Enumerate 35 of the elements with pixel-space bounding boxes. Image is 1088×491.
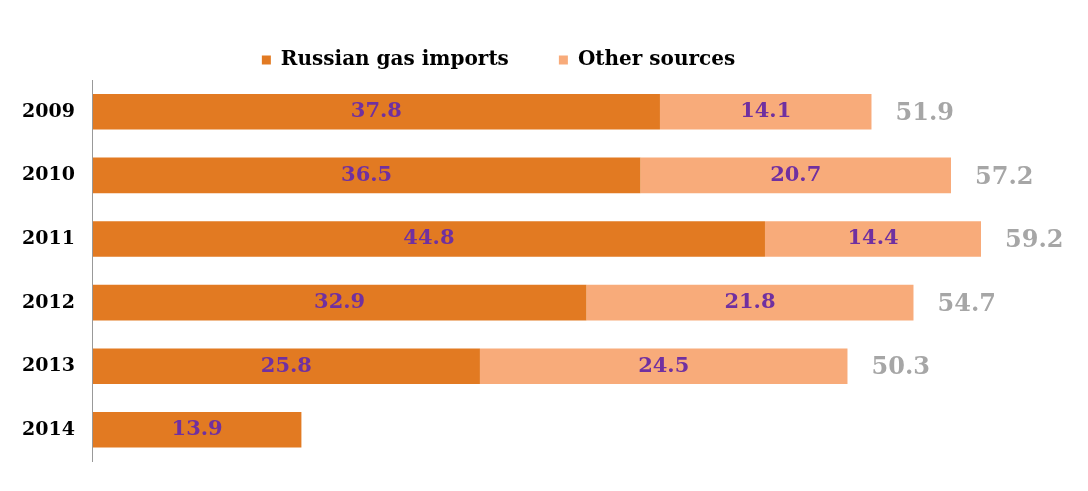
- bar: [92, 157, 641, 194]
- data-label: 32.9: [314, 288, 366, 314]
- total-label: 59.2: [1005, 224, 1064, 254]
- total-label: 50.3: [871, 351, 930, 381]
- y-tick-label: 2010: [21, 162, 75, 185]
- bar: [764, 221, 981, 257]
- legend-label: Russian gas imports: [280, 46, 509, 71]
- bar: [659, 93, 872, 130]
- bar: [586, 284, 914, 321]
- data-label: 37.8: [350, 97, 402, 123]
- y-tick-label: 2013: [21, 353, 75, 376]
- total-label: 51.9: [895, 97, 954, 127]
- bar: [640, 157, 951, 194]
- bar: [92, 348, 480, 385]
- data-label: 44.8: [403, 224, 455, 250]
- y-tick-label: 2009: [21, 98, 75, 121]
- bar: [92, 284, 587, 321]
- y-tick-label: 2012: [21, 289, 75, 312]
- data-label: 24.5: [638, 351, 690, 377]
- y-tick-label: 2014: [21, 416, 75, 439]
- bar: [92, 411, 302, 448]
- data-label: 13.9: [171, 415, 223, 441]
- bar: [92, 93, 660, 130]
- bar: [479, 348, 848, 385]
- data-label: 25.8: [260, 351, 312, 377]
- data-label: 20.7: [770, 160, 822, 186]
- total-label: 54.7: [937, 287, 996, 317]
- data-label: 21.8: [724, 288, 776, 314]
- legend-label: Other sources: [577, 46, 736, 71]
- data-label: 14.4: [847, 224, 899, 250]
- y-tick-label: 2011: [21, 225, 75, 248]
- data-label: 36.5: [341, 160, 393, 186]
- total-label: 57.2: [974, 160, 1034, 190]
- data-label: 14.1: [740, 97, 792, 123]
- bar: [92, 221, 765, 257]
